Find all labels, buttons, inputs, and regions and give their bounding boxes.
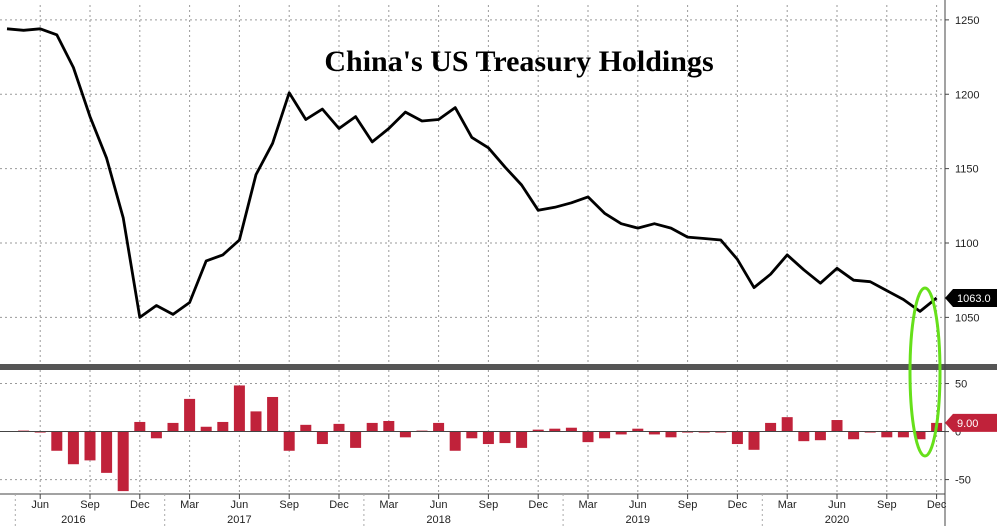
change-bar (549, 428, 561, 432)
x-month-label: Mar (778, 499, 797, 511)
y-tick-label: 1250 (955, 15, 979, 27)
x-month-label: Jun (31, 499, 49, 511)
holdings-line (6, 27, 938, 319)
change-bar (648, 431, 660, 435)
change-bar (665, 431, 677, 438)
bottom-y-tick-labels: 50 0 -50 (945, 379, 971, 487)
y-tick-label: 0 (955, 427, 961, 439)
x-month-label: Jun (828, 499, 846, 511)
change-bar (615, 431, 627, 435)
panel-separator (0, 364, 997, 370)
change-bar (267, 396, 279, 432)
change-bar (101, 431, 113, 473)
change-bar (516, 431, 528, 448)
change-bar (200, 426, 212, 432)
highlight-ellipse (908, 286, 942, 458)
x-month-label: Sep (678, 499, 698, 511)
top-y-tick-labels: 1250 1200 1150 1100 1050 (945, 15, 979, 324)
change-bar (848, 431, 860, 440)
change-bar (233, 385, 245, 432)
change-bar (167, 422, 179, 432)
last-change-flag (945, 413, 997, 432)
last-value-callouts: 1063.0 9.00 (945, 289, 997, 432)
change-bar (117, 431, 129, 492)
x-tick-labels: Jun Sep Dec Mar Jun Sep Dec Mar Jun Sep Dec Mar Jun S… (14, 494, 947, 526)
x-month-label: Sep (279, 499, 299, 511)
change-bar (366, 422, 378, 432)
x-month-label: Jun (629, 499, 647, 511)
y-tick-label: -50 (955, 475, 971, 487)
y-tick-label: 1200 (955, 89, 979, 101)
change-bar (599, 431, 611, 439)
chart-title: China's US Treasury Holdings (324, 45, 713, 78)
gridlines (0, 5, 945, 494)
change-bar (731, 431, 743, 445)
x-month-label: Mar (379, 499, 398, 511)
change-bar (914, 431, 926, 440)
change-bar (499, 431, 511, 444)
change-bar (67, 431, 79, 465)
change-bar (383, 420, 395, 432)
change-bar (150, 431, 162, 439)
x-month-label: Sep (80, 499, 100, 511)
change-bar (283, 431, 295, 451)
x-month-label: Sep (479, 499, 499, 511)
x-month-label: Dec (927, 499, 947, 511)
y-tick-label: 1050 (955, 312, 979, 324)
x-year-label: 2016 (61, 514, 85, 526)
change-bar (333, 423, 345, 432)
change-bar (582, 431, 594, 443)
change-bar (781, 417, 793, 432)
x-month-label: Mar (180, 499, 199, 511)
change-bar (632, 428, 644, 432)
change-bar (217, 421, 229, 432)
x-month-label: Jun (430, 499, 448, 511)
change-bar (134, 421, 146, 432)
x-month-label: Dec (528, 499, 548, 511)
change-bar (897, 431, 909, 438)
change-bar (814, 431, 826, 441)
y-tick-label: 50 (955, 379, 967, 391)
change-bar (748, 431, 760, 450)
change-bar (84, 431, 96, 461)
change-bar (565, 427, 577, 432)
change-bar (350, 431, 362, 448)
x-month-label: Dec (728, 499, 748, 511)
x-month-label: Dec (329, 499, 349, 511)
change-bar (831, 420, 843, 432)
change-bar (184, 398, 196, 432)
change-bar (466, 431, 478, 439)
change-bar (433, 422, 445, 432)
x-month-label: Dec (130, 499, 150, 511)
x-year-label: 2020 (825, 514, 849, 526)
x-month-label: Mar (579, 499, 598, 511)
change-bar (399, 431, 411, 438)
x-month-label: Sep (877, 499, 897, 511)
last-value-flag (945, 289, 997, 308)
change-bar (532, 429, 544, 432)
change-bar (300, 424, 312, 432)
y-tick-label: 1100 (955, 238, 979, 250)
change-bar (881, 431, 893, 438)
x-month-label: Jun (231, 499, 249, 511)
change-bar (51, 431, 63, 451)
last-value-label: 1063.0 (957, 293, 991, 305)
change-bar (482, 431, 494, 445)
change-bar (316, 431, 328, 445)
y-tick-label: 1150 (955, 164, 979, 176)
change-bars (18, 385, 943, 492)
change-bar (765, 422, 777, 432)
last-change-label: 9.00 (957, 418, 978, 430)
change-bar (449, 431, 461, 451)
x-year-label: 2019 (626, 514, 650, 526)
x-year-label: 2017 (227, 514, 251, 526)
x-year-label: 2018 (426, 514, 450, 526)
change-bar (250, 411, 262, 432)
change-bar (798, 431, 810, 442)
